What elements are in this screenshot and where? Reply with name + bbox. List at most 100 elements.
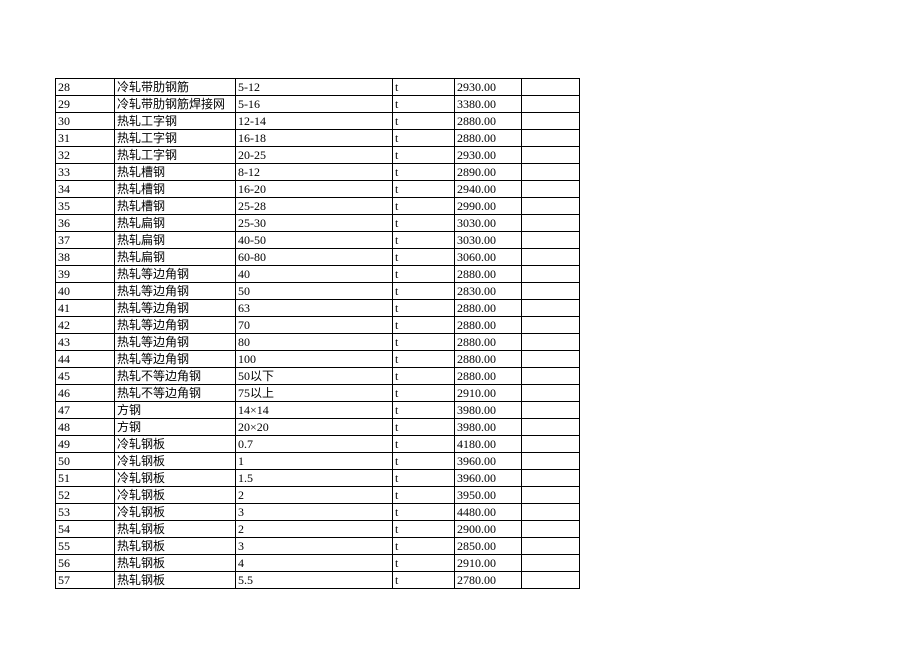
table-cell: 2 <box>236 521 393 538</box>
table-cell <box>522 521 580 538</box>
table-cell: 100 <box>236 351 393 368</box>
table-cell <box>522 198 580 215</box>
table-cell: 50以下 <box>236 368 393 385</box>
table-cell: 25-28 <box>236 198 393 215</box>
table-cell: 33 <box>56 164 115 181</box>
table-row: 31热轧工字钢16-18t2880.00 <box>56 130 580 147</box>
table-cell <box>522 249 580 266</box>
table-row: 37热轧扁钢40-50t3030.00 <box>56 232 580 249</box>
table-cell: 35 <box>56 198 115 215</box>
table-cell: 5.5 <box>236 572 393 589</box>
table-cell: 热轧等边角钢 <box>115 351 236 368</box>
table-cell: 45 <box>56 368 115 385</box>
table-cell: t <box>393 113 455 130</box>
table-cell: 冷轧带肋钢筋 <box>115 79 236 96</box>
table-cell <box>522 147 580 164</box>
table-cell: 3980.00 <box>455 402 522 419</box>
table-cell: 热轧工字钢 <box>115 130 236 147</box>
table-cell: 冷轧钢板 <box>115 504 236 521</box>
table-cell: t <box>393 96 455 113</box>
table-cell: 40-50 <box>236 232 393 249</box>
table-cell: t <box>393 232 455 249</box>
table-row: 49冷轧钢板0.7t4180.00 <box>56 436 580 453</box>
table-cell: 43 <box>56 334 115 351</box>
table-row: 50冷轧钢板1t3960.00 <box>56 453 580 470</box>
table-cell: t <box>393 521 455 538</box>
table-cell: 热轧等边角钢 <box>115 283 236 300</box>
table-cell: 热轧等边角钢 <box>115 266 236 283</box>
table-cell: 2830.00 <box>455 283 522 300</box>
table-cell: 热轧扁钢 <box>115 215 236 232</box>
table-cell: 2880.00 <box>455 266 522 283</box>
table-cell: 2910.00 <box>455 385 522 402</box>
table-cell: t <box>393 453 455 470</box>
table-cell: 2940.00 <box>455 181 522 198</box>
table-cell: 50 <box>56 453 115 470</box>
table-cell: t <box>393 419 455 436</box>
table-cell: 2880.00 <box>455 351 522 368</box>
table-cell: 3950.00 <box>455 487 522 504</box>
table-cell: t <box>393 555 455 572</box>
table-cell: t <box>393 181 455 198</box>
table-cell: t <box>393 385 455 402</box>
table-cell: t <box>393 249 455 266</box>
table-cell: t <box>393 351 455 368</box>
table-cell: 热轧工字钢 <box>115 147 236 164</box>
table-cell: t <box>393 215 455 232</box>
table-cell <box>522 181 580 198</box>
table-cell: 2910.00 <box>455 555 522 572</box>
table-cell: 3030.00 <box>455 215 522 232</box>
table-cell <box>522 351 580 368</box>
table-cell: 49 <box>56 436 115 453</box>
table-cell: 冷轧带肋钢筋焊接网 <box>115 96 236 113</box>
table-cell: 39 <box>56 266 115 283</box>
table-cell: 热轧钢板 <box>115 572 236 589</box>
table-cell: t <box>393 368 455 385</box>
table-cell: 5-16 <box>236 96 393 113</box>
table-cell: 32 <box>56 147 115 164</box>
table-cell <box>522 572 580 589</box>
table-cell: 16-20 <box>236 181 393 198</box>
table-cell: 2 <box>236 487 393 504</box>
materials-price-table: 28冷轧带肋钢筋5-12t2930.0029冷轧带肋钢筋焊接网5-16t3380… <box>55 78 580 589</box>
table-cell: 2880.00 <box>455 130 522 147</box>
table-cell: 2930.00 <box>455 79 522 96</box>
table-row: 40热轧等边角钢50t2830.00 <box>56 283 580 300</box>
table-cell: 3030.00 <box>455 232 522 249</box>
table-cell <box>522 470 580 487</box>
table-cell <box>522 317 580 334</box>
table-cell: 30 <box>56 113 115 130</box>
table-cell: 20-25 <box>236 147 393 164</box>
table-cell: 53 <box>56 504 115 521</box>
table-cell: 2880.00 <box>455 368 522 385</box>
table-row: 53冷轧钢板3t4480.00 <box>56 504 580 521</box>
table-cell: t <box>393 402 455 419</box>
table-cell: 42 <box>56 317 115 334</box>
table-cell: 2780.00 <box>455 572 522 589</box>
table-cell: 8-12 <box>236 164 393 181</box>
table-cell: 热轧扁钢 <box>115 232 236 249</box>
table-row: 38热轧扁钢60-80t3060.00 <box>56 249 580 266</box>
table-cell: 热轧钢板 <box>115 521 236 538</box>
table-cell <box>522 453 580 470</box>
table-cell: t <box>393 266 455 283</box>
table-cell: 41 <box>56 300 115 317</box>
table-row: 56热轧钢板4t2910.00 <box>56 555 580 572</box>
table-row: 57热轧钢板5.5t2780.00 <box>56 572 580 589</box>
table-cell: 热轧钢板 <box>115 555 236 572</box>
table-row: 51冷轧钢板1.5t3960.00 <box>56 470 580 487</box>
table-cell: 冷轧钢板 <box>115 487 236 504</box>
table-row: 35热轧槽钢25-28t2990.00 <box>56 198 580 215</box>
table-cell <box>522 266 580 283</box>
table-cell: 热轧等边角钢 <box>115 334 236 351</box>
table-cell: 70 <box>236 317 393 334</box>
table-cell <box>522 419 580 436</box>
table-cell: 热轧槽钢 <box>115 164 236 181</box>
table-cell: 60-80 <box>236 249 393 266</box>
table-cell: 20×20 <box>236 419 393 436</box>
table-cell: 16-18 <box>236 130 393 147</box>
table-cell <box>522 232 580 249</box>
table-cell <box>522 79 580 96</box>
table-cell: 1.5 <box>236 470 393 487</box>
table-row: 48方钢20×20t3980.00 <box>56 419 580 436</box>
